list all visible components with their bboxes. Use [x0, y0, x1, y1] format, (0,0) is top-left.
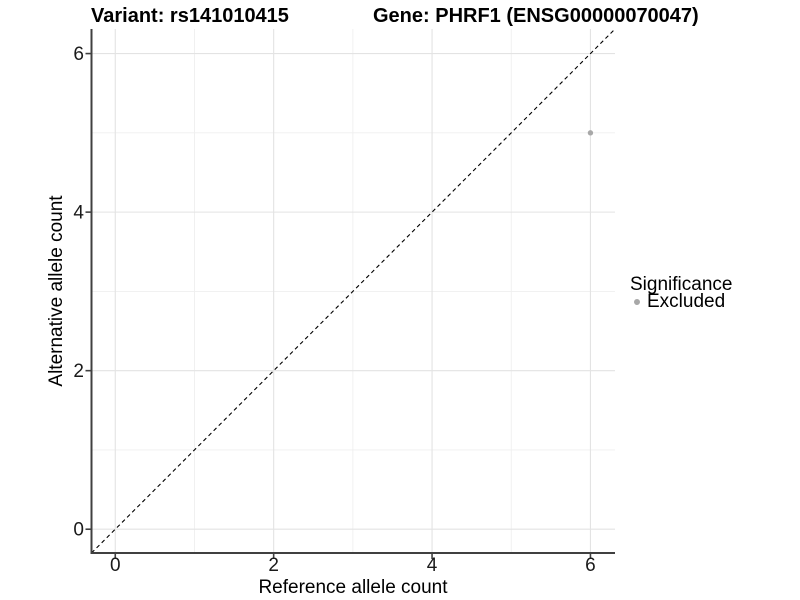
identity-dashed-line: [91, 28, 616, 554]
legend-item-excluded: Excluded: [630, 291, 732, 312]
legend-item-label: Excluded: [647, 291, 726, 312]
plot-title-gene: Gene: PHRF1 (ENSG00000070047): [373, 5, 699, 27]
y-tick-label: 2: [73, 361, 84, 382]
x-tick-label: 2: [268, 555, 279, 576]
y-tick-label: 4: [73, 203, 84, 224]
y-axis-title: Alternative allele count: [46, 195, 67, 387]
x-tick-label: 6: [585, 555, 596, 576]
excluded-circle-icon: [634, 299, 640, 305]
x-tick-label: 4: [427, 555, 438, 576]
y-tick-label: 0: [73, 520, 84, 541]
plot-title-variant: Variant: rs141010415: [91, 5, 289, 27]
legend: Significance Excluded: [630, 274, 733, 312]
legend-title: Significance: [630, 274, 733, 295]
x-axis-title: Reference allele count: [258, 577, 448, 598]
y-tick-label: 6: [73, 44, 84, 65]
x-tick-label: 0: [110, 555, 121, 576]
data-point-excluded: [587, 130, 594, 136]
